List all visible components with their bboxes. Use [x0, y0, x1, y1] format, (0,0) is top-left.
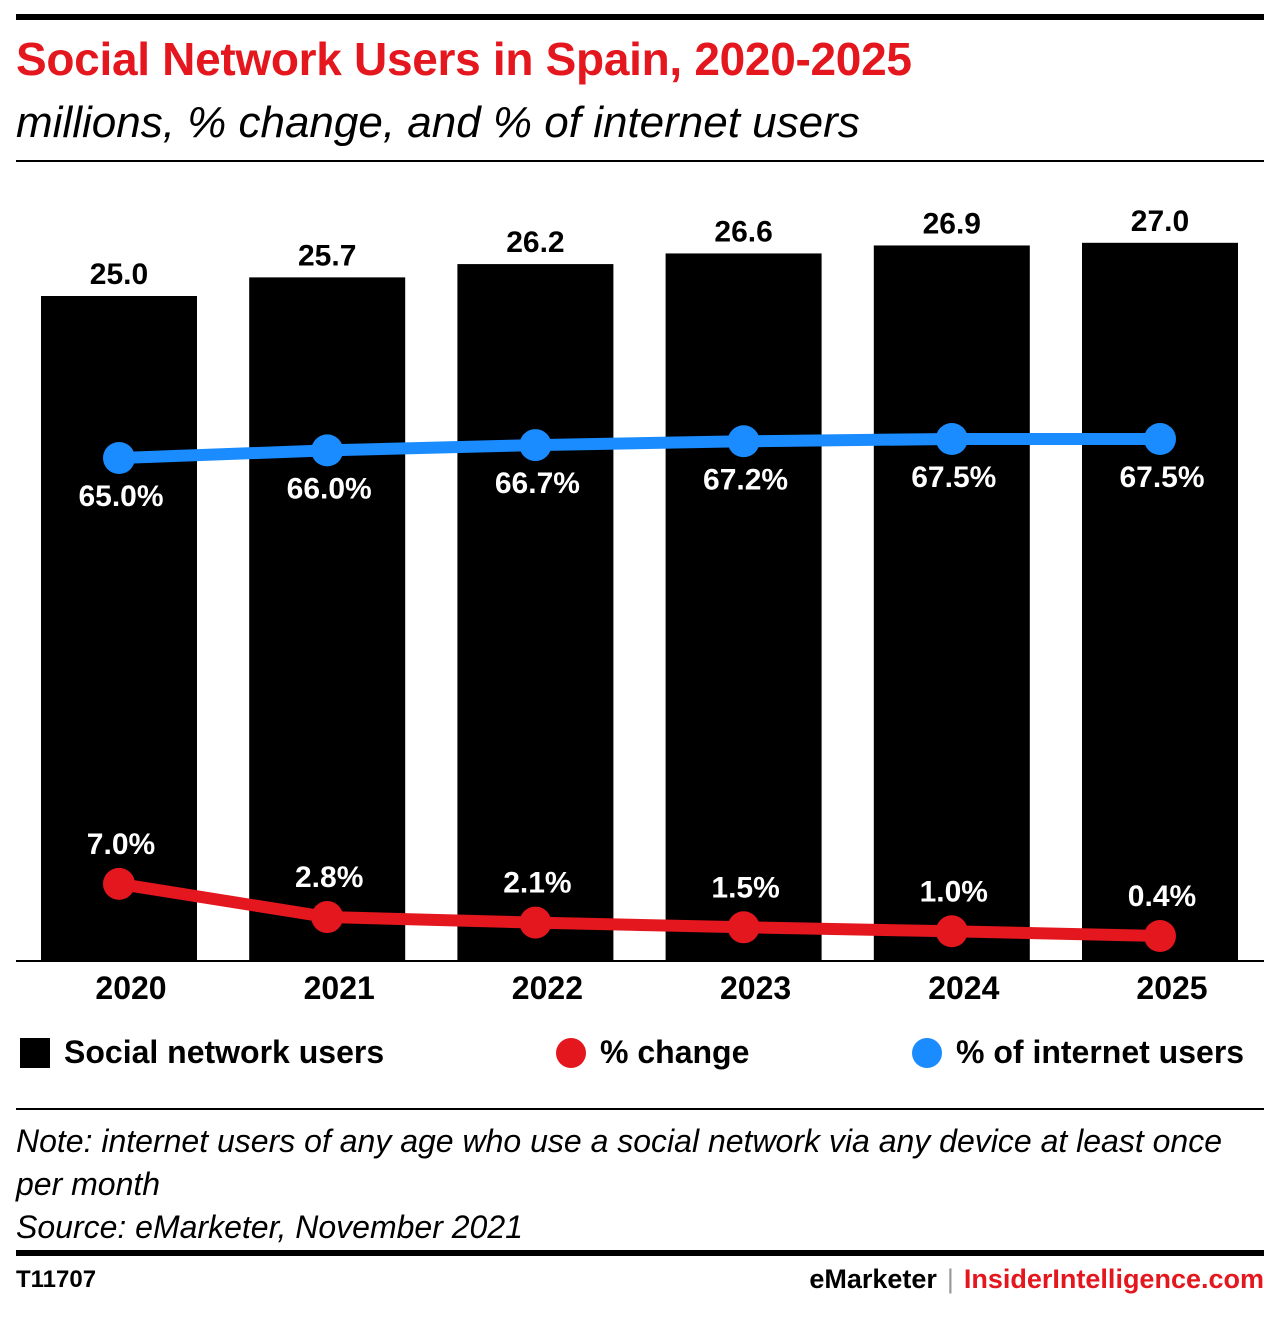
brand-emarketer: eMarketer — [809, 1264, 937, 1294]
pct-change-value-label: 7.0% — [87, 828, 155, 861]
pct-internet-value-label: 67.5% — [1119, 461, 1204, 494]
bar-2023 — [665, 253, 822, 961]
legend-item-pct-change: % change — [556, 1034, 749, 1071]
bar-2025 — [1082, 242, 1238, 962]
pct-change-point — [103, 867, 135, 900]
pct-internet-point — [103, 442, 135, 474]
pct-change-point — [519, 906, 552, 939]
legend-label: % change — [600, 1034, 750, 1070]
bar-2020 — [41, 296, 197, 961]
legend-label: % of internet users — [956, 1034, 1245, 1070]
bar-2024 — [873, 245, 1030, 961]
legend-swatch-dot-icon — [556, 1037, 586, 1068]
x-tick-label: 2025 — [1136, 970, 1207, 1006]
chart-subtitle: millions, % change, and % of internet us… — [16, 98, 860, 147]
footer-brand: eMarketer | InsiderIntelligence.com — [809, 1264, 1264, 1295]
x-tick-label: 2022 — [512, 970, 583, 1006]
top-rule — [16, 14, 1264, 20]
pct-change-value-label: 2.1% — [503, 867, 571, 900]
pct-internet-point — [519, 429, 552, 462]
lines-layer — [103, 423, 1176, 952]
pct-internet-value-label: 67.5% — [911, 461, 996, 494]
pct-internet-value-label: 66.0% — [287, 472, 372, 505]
pct-internet-point — [727, 425, 760, 458]
pct-change-line — [113, 877, 1166, 942]
chart-id: T11707 — [16, 1266, 97, 1293]
pct-internet-point — [311, 434, 344, 467]
pct-change-point — [727, 911, 760, 944]
labels-layer: 25.0 2020 25.7 2021 26.2 2022 26.6 2023 26.9 2024… — [78, 205, 1207, 1006]
pct-change-value-label: 0.4% — [1128, 880, 1196, 913]
bottom-rule — [16, 1250, 1264, 1256]
bar-value-label: 27.0 — [1131, 205, 1189, 238]
pct-internet-point — [1144, 423, 1176, 455]
x-tick-label: 2020 — [95, 970, 166, 1006]
legend-swatch-square-icon — [20, 1037, 50, 1068]
pct-internet-point — [935, 423, 968, 455]
legend-swatch-dot-icon — [912, 1037, 942, 1068]
subtitle-rule — [16, 160, 1264, 162]
bar-2022 — [457, 264, 614, 962]
legend: Social network users % change % of inter… — [16, 1034, 1264, 1080]
legend-item-social-network-users: Social network users — [20, 1034, 384, 1071]
chart-title: Social Network Users in Spain, 2020-2025 — [16, 33, 912, 85]
pct-change-point — [1144, 920, 1176, 952]
bar-value-label: 26.2 — [506, 226, 564, 259]
pct-internet-value-label: 67.2% — [703, 463, 788, 496]
bar-value-label: 26.9 — [923, 207, 981, 240]
pct-change-value-label: 1.0% — [920, 875, 988, 908]
pct-change-point — [311, 901, 344, 934]
pct-internet-line — [113, 433, 1166, 464]
x-tick-label: 2021 — [304, 970, 375, 1006]
chart: 25.0 2020 25.7 2021 26.2 2022 26.6 2023 26.9 2024… — [16, 205, 1264, 1006]
pct-change-value-label: 1.5% — [711, 871, 779, 904]
pct-internet-value-label: 66.7% — [495, 467, 580, 500]
x-tick-label: 2024 — [928, 970, 999, 1006]
bar-2021 — [249, 277, 406, 961]
bar-value-label: 25.7 — [298, 239, 356, 272]
legend-rule — [16, 1108, 1264, 1110]
bars-layer — [41, 242, 1238, 962]
legend-item-pct-internet-users: % of internet users — [912, 1034, 1244, 1071]
note: Note: internet users of any age who use … — [16, 1120, 1256, 1249]
bar-value-label: 25.0 — [90, 258, 148, 291]
legend-label: Social network users — [64, 1034, 385, 1070]
x-tick-label: 2023 — [720, 970, 791, 1006]
source-text: Source: eMarketer, November 2021 — [16, 1209, 523, 1245]
pct-internet-value-label: 65.0% — [78, 480, 163, 513]
brand-separator: | — [946, 1264, 954, 1294]
pct-change-point — [935, 915, 968, 948]
brand-insider-intelligence: InsiderIntelligence.com — [963, 1264, 1264, 1294]
bar-value-label: 26.6 — [714, 215, 772, 248]
pct-change-value-label: 2.8% — [295, 861, 363, 894]
note-text: Note: internet users of any age who use … — [16, 1123, 1223, 1202]
